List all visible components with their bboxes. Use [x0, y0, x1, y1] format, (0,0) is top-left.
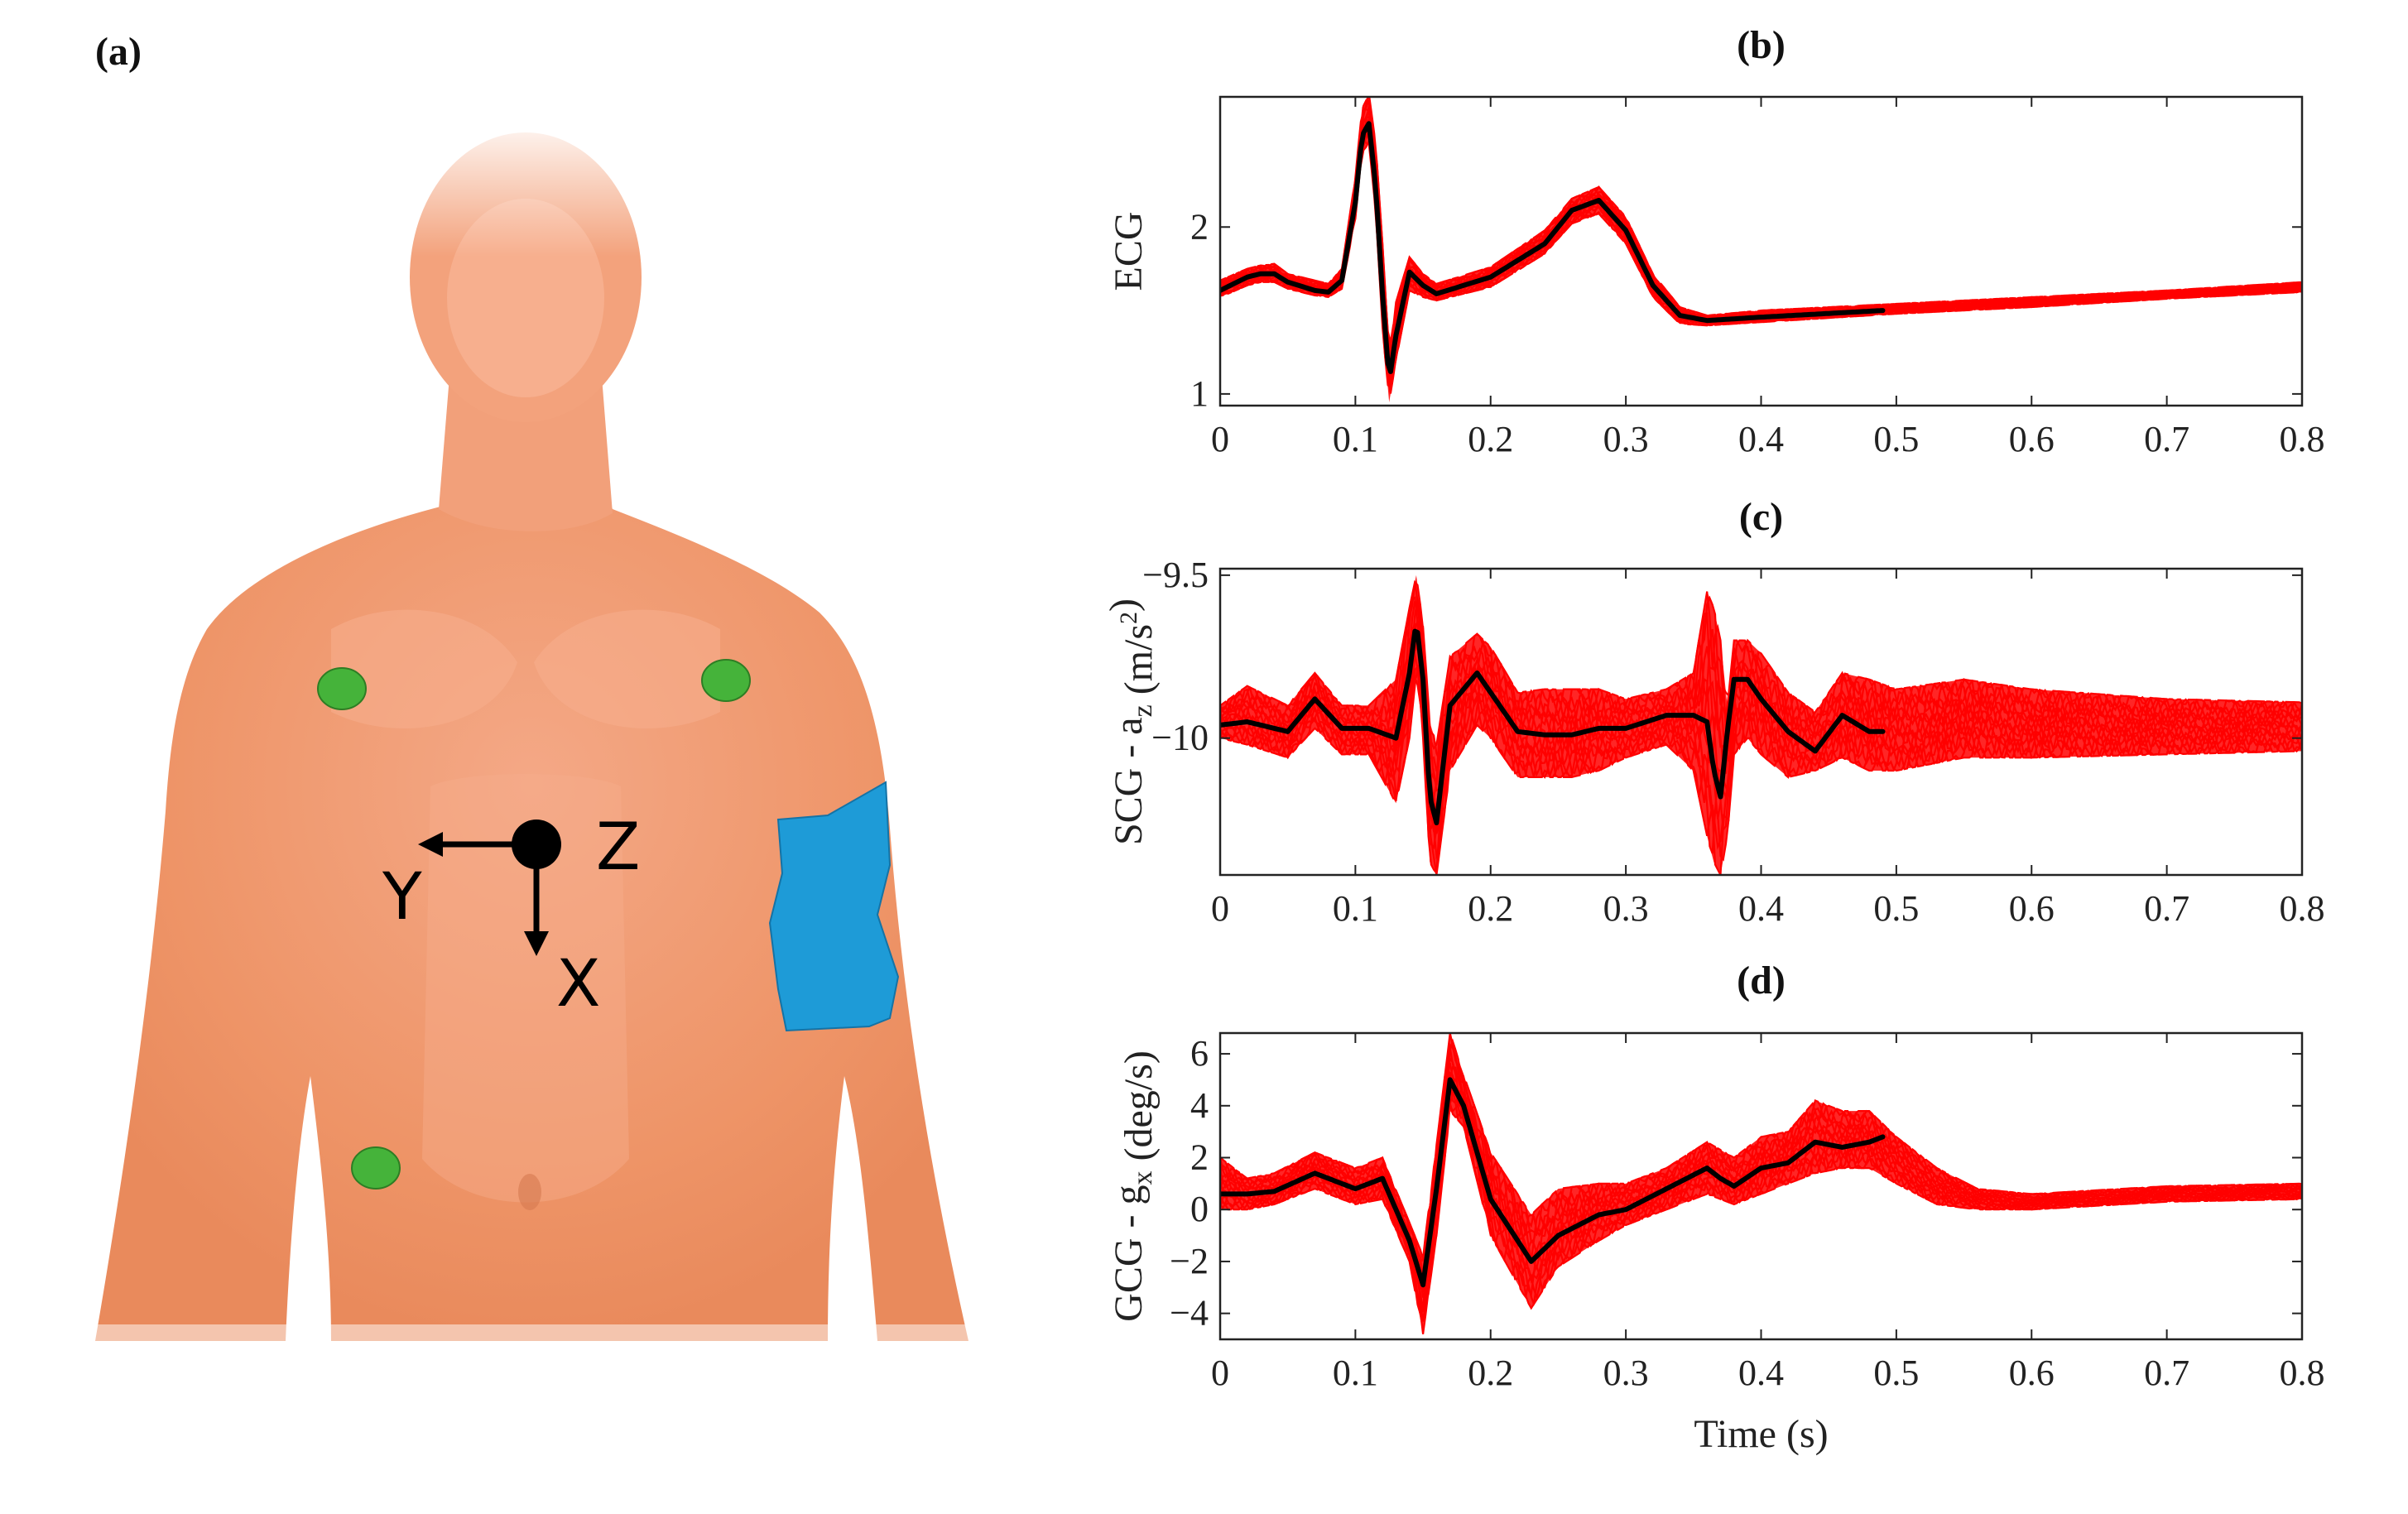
x-tick-label-d: 0.7 — [2144, 1353, 2189, 1393]
x-tick-label-d: 0.4 — [1738, 1353, 1784, 1393]
x-tick-label-b: 0 — [1211, 419, 1229, 459]
x-axis-label: X — [556, 947, 600, 1021]
z-axis-label: Z — [596, 810, 640, 885]
y-tick-label-b: 1 — [1190, 373, 1209, 414]
x-tick-label-d: 0.5 — [1873, 1353, 1919, 1393]
y-tick-label-d: −2 — [1170, 1241, 1209, 1281]
trial-trace-c — [1220, 598, 2302, 818]
y-axis-label-c: SCG - az (m/s2) — [1102, 598, 1161, 845]
mean-trace-c — [1220, 628, 1886, 825]
x-tick-label-b: 0.7 — [2144, 419, 2189, 459]
plot-area-c — [1220, 574, 2302, 875]
y-axis-label-d: GCG - gx (deg/s) — [1107, 1050, 1161, 1322]
panel-a: (a) — [83, 30, 993, 1349]
electrode-left-shoulder — [317, 667, 367, 710]
chart-title-d: (d) — [1737, 959, 1786, 1002]
x-tick-label-c: 0.7 — [2144, 888, 2189, 929]
x-tick-label-d: 0.3 — [1603, 1353, 1649, 1393]
y-tick-label-c: −10 — [1151, 718, 1209, 758]
y-axis-label-b: ECG — [1107, 212, 1151, 291]
chart-title-c: (c) — [1739, 495, 1783, 539]
x-tick-label-c: 0.8 — [2280, 888, 2325, 929]
trial-trace-b — [1220, 97, 2302, 358]
x-tick-label-d: 0.2 — [1468, 1353, 1513, 1393]
x-tick-label-c: 0.3 — [1603, 888, 1649, 929]
trial-trace-d — [1220, 1089, 2302, 1321]
trial-trace-d — [1220, 1042, 2302, 1277]
human-torso — [83, 124, 993, 1349]
x-tick-label-b: 0.8 — [2280, 419, 2325, 459]
chart-title-b: (b) — [1737, 23, 1786, 67]
y-tick-label-d: −4 — [1170, 1293, 1209, 1334]
x-tick-label-b: 0.4 — [1738, 419, 1784, 459]
trial-trace-b — [1220, 99, 2302, 348]
x-tick-label-b: 0.1 — [1333, 419, 1378, 459]
y-tick-label-b: 2 — [1190, 206, 1209, 247]
y-arrowhead — [418, 832, 443, 857]
x-tick-label-d: 0.6 — [2009, 1353, 2055, 1393]
x-tick-label-c: 0.4 — [1738, 888, 1784, 929]
armband — [768, 781, 900, 1032]
abdomen-shading — [422, 774, 629, 1203]
y-axis-label: Y — [382, 860, 422, 935]
x-tick-label-c: 0 — [1211, 888, 1229, 929]
chest-shading — [331, 609, 517, 728]
electrode-abdomen — [351, 1146, 401, 1190]
chart-d: (d) 0 0.1 0.2 0.3 0.4 0.5 0.6 0.7 0.8 −4 −2 0 2 4 6 GCG … — [1107, 959, 2325, 1456]
y-tick-label-d: 0 — [1190, 1189, 1209, 1229]
chart-b: (b) 0 0.1 0.2 0.3 0.4 0.5 0.6 0.7 0.8 1 2 ECG — [1107, 23, 2325, 459]
x-tick-label-d: 0.1 — [1333, 1353, 1378, 1393]
x-tick-label-b: 0.2 — [1468, 419, 1513, 459]
trial-trace-c — [1220, 622, 2302, 850]
mean-trace-b — [1220, 121, 1886, 374]
y-tick-label-c: −9.5 — [1142, 555, 1209, 595]
torso-shape — [95, 414, 968, 1341]
x-axis-label-d: Time (s) — [1694, 1412, 1828, 1456]
x-tick-label-b: 0.3 — [1603, 419, 1649, 459]
trial-trace-c — [1220, 631, 2302, 860]
x-arrowhead — [524, 931, 549, 956]
x-tick-label-d: 0 — [1211, 1353, 1229, 1393]
trial-trace-d — [1220, 1038, 2302, 1265]
x-tick-label-c: 0.5 — [1873, 888, 1919, 929]
trial-trace-c — [1220, 581, 2302, 750]
plot-area-d — [1220, 1033, 2302, 1334]
charts: (b) 0 0.1 0.2 0.3 0.4 0.5 0.6 0.7 0.8 1 2 ECG (c) 0 0.1… — [1102, 23, 2325, 1456]
electrode-right-shoulder — [701, 659, 751, 702]
trial-trace-b — [1220, 125, 2302, 365]
coordinate-frame: Z Y X — [382, 810, 640, 1021]
trial-trace-d — [1220, 1074, 2302, 1300]
y-tick-label-d: 2 — [1190, 1137, 1209, 1178]
x-tick-label-c: 0.2 — [1468, 888, 1513, 929]
x-tick-label-c: 0.1 — [1333, 888, 1378, 929]
head-fade — [397, 124, 662, 257]
chest-shading-right — [534, 609, 720, 728]
mean-trace-d — [1220, 1077, 1886, 1288]
y-tick-label-d: 6 — [1190, 1033, 1209, 1074]
x-tick-label-b: 0.5 — [1873, 419, 1919, 459]
waist-fade — [83, 1324, 993, 1349]
trial-trace-c — [1220, 600, 2302, 786]
navel — [518, 1174, 541, 1210]
panel-label-a: (a) — [95, 30, 142, 74]
trial-trace-c — [1220, 579, 2302, 772]
x-tick-label-c: 0.6 — [2009, 888, 2055, 929]
trial-trace-d — [1220, 1101, 2302, 1322]
y-tick-label-d: 4 — [1190, 1085, 1209, 1126]
x-tick-label-b: 0.6 — [2009, 419, 2055, 459]
x-tick-label-d: 0.8 — [2280, 1353, 2325, 1393]
plot-area-b — [1220, 97, 2302, 402]
